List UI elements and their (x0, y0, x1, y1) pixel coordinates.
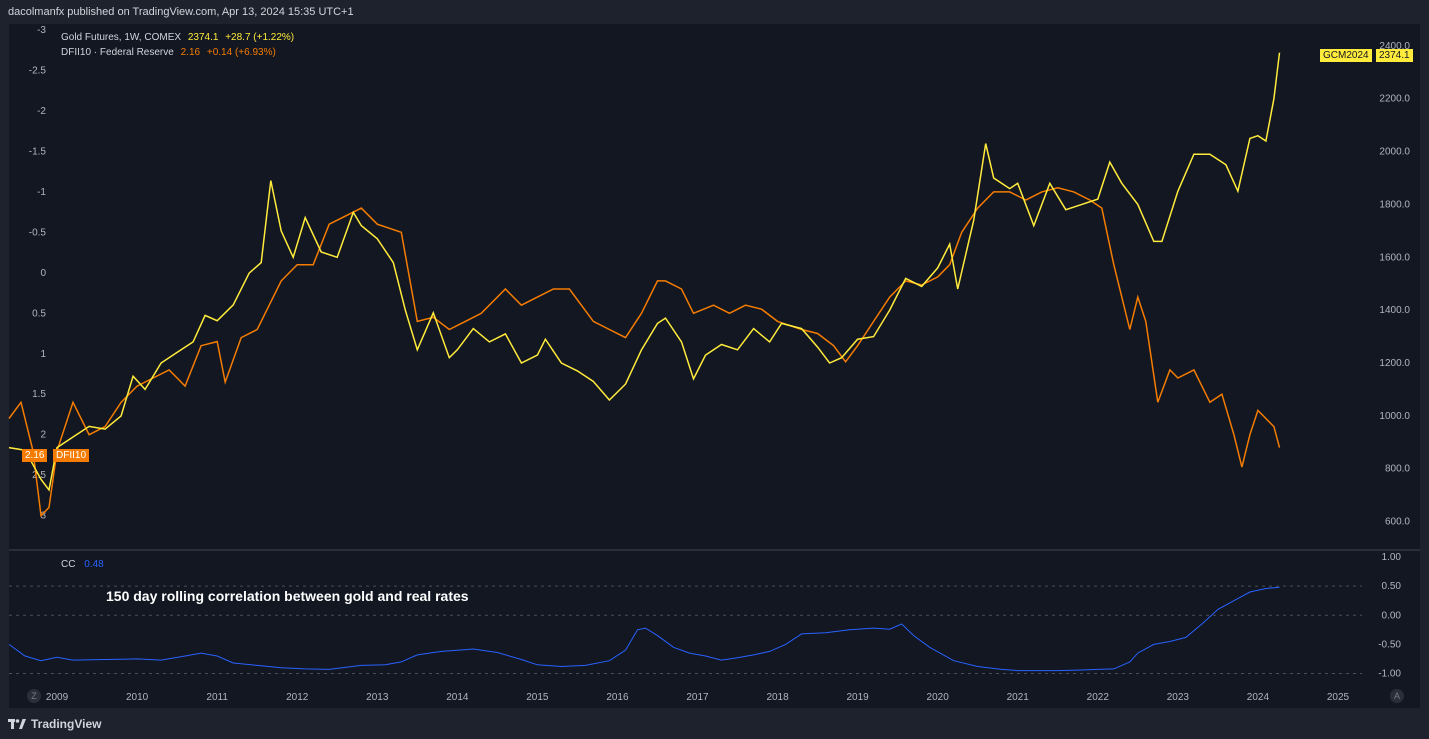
time-axis-tick: 2010 (126, 692, 149, 703)
cc-axis-tick: -1.00 (1378, 669, 1401, 680)
rates-legend-value: 2.16 (180, 47, 201, 58)
right-axis-tick: 1200.0 (1379, 358, 1410, 369)
right-axis-tick: 600.0 (1385, 517, 1410, 528)
footer-brand[interactable]: TradingView (8, 715, 101, 733)
gold-legend-change: +28.7 (+1.22%) (225, 32, 295, 43)
left-axis-tick: 3 (40, 511, 46, 522)
cc-series-line[interactable] (8, 586, 1280, 672)
left-axis-tick: -3 (37, 25, 46, 36)
time-axis-tick: 2016 (606, 692, 629, 703)
left-axis-tick: -2.5 (29, 65, 47, 76)
left-axis-tick: 0 (40, 268, 46, 279)
time-axis-tick: 2021 (1007, 692, 1030, 703)
right-axis-tick: 1400.0 (1379, 305, 1410, 316)
time-axis-tick: 2014 (446, 692, 469, 703)
gold-legend-name: Gold Futures, 1W, COMEX (61, 32, 182, 43)
left-axis-tick: -0.5 (29, 227, 47, 238)
time-axis-tick: 2015 (526, 692, 549, 703)
time-axis-tick: 2025 (1327, 692, 1350, 703)
left-axis-tick: 1 (40, 349, 46, 360)
cc-axis-tick: 1.00 (1382, 552, 1402, 563)
left-axis-tick: 1.5 (32, 389, 46, 400)
zoom-button[interactable]: Z (27, 689, 41, 703)
time-axis-tick: 2017 (686, 692, 709, 703)
time-axis-tick: 2019 (847, 692, 870, 703)
cc-axis-tick: 0.00 (1382, 610, 1402, 621)
gold-symbol-tag: GCM2024 (1320, 49, 1372, 62)
publish-header: dacolmanfx published on TradingView.com,… (0, 0, 1429, 24)
rates-series-line[interactable] (8, 187, 1281, 518)
cc-axis-tick: 0.50 (1382, 581, 1402, 592)
left-axis-tick: 0.5 (32, 308, 46, 319)
right-axis-tick: 1000.0 (1379, 411, 1410, 422)
brand-label: TradingView (31, 717, 102, 731)
rates-legend[interactable]: DFII10 · Federal Reserve 2.16 +0.14 (+6.… (61, 47, 276, 58)
time-axis-tick: 2023 (1167, 692, 1190, 703)
time-axis-tick: 2013 (366, 692, 389, 703)
rates-legend-change: +0.14 (+6.93%) (206, 47, 276, 58)
publisher-text: dacolmanfx published on TradingView.com,… (8, 6, 354, 18)
tradingview-logo-icon (8, 719, 26, 729)
time-axis-tick: 2020 (927, 692, 950, 703)
chart-annotation: 150 day rolling correlation between gold… (106, 588, 469, 604)
time-axis-tick: 2011 (206, 692, 228, 703)
right-axis-tick: 1600.0 (1379, 252, 1410, 263)
right-axis-tick: 2000.0 (1379, 147, 1410, 158)
cc-legend-value: 0.48 (84, 559, 104, 570)
left-axis-tick: -1.5 (29, 146, 47, 157)
right-axis-tick: 1800.0 (1379, 199, 1410, 210)
rates-symbol-tag: DFII10 (52, 449, 90, 462)
time-axis-tick: 2022 (1087, 692, 1110, 703)
gold-legend-value: 2374.1 (187, 32, 219, 43)
cc-axis-tick: -0.50 (1378, 639, 1401, 650)
time-axis-tick: 2024 (1247, 692, 1270, 703)
gold-legend[interactable]: Gold Futures, 1W, COMEX 2374.1 +28.7 (+1… (61, 32, 294, 43)
gold-price-tag: 2374.1 (1375, 49, 1413, 62)
cc-legend[interactable]: CC 0.48 (61, 559, 104, 570)
time-axis-tick: 2012 (286, 692, 309, 703)
rates-legend-name: DFII10 · Federal Reserve (61, 47, 174, 58)
cc-legend-name: CC (61, 559, 76, 570)
right-axis-tick: 2400.0 (1379, 41, 1410, 52)
rates-value-tag: 2.16 (22, 449, 48, 462)
gold-series-line[interactable] (8, 52, 1281, 492)
left-axis-tick: 2 (40, 430, 46, 441)
left-axis-tick: -2 (37, 106, 46, 117)
auto-scale-button[interactable]: A (1390, 689, 1404, 703)
chart-frame[interactable] (9, 24, 1420, 708)
right-axis-tick: 2200.0 (1379, 94, 1410, 105)
time-axis-tick: 2009 (46, 692, 69, 703)
left-axis-tick: -1 (37, 187, 46, 198)
time-axis-tick: 2018 (766, 692, 789, 703)
right-axis-tick: 800.0 (1385, 464, 1410, 475)
